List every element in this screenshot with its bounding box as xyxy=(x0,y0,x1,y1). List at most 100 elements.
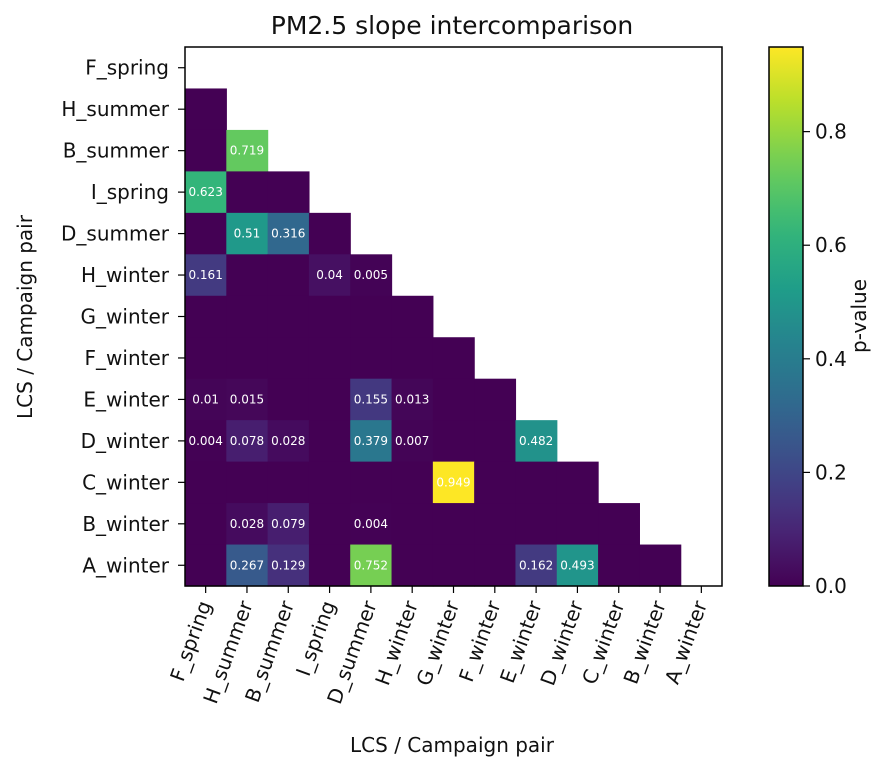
y-tick-label: B_winter xyxy=(82,512,169,536)
heatmap-cell xyxy=(308,503,351,546)
heatmap-cell xyxy=(391,503,434,546)
y-tick-label: H_winter xyxy=(81,263,170,287)
y-tick-label: E_winter xyxy=(83,387,169,411)
heatmap-cell-label: 0.079 xyxy=(271,517,305,531)
heatmap-cell xyxy=(515,503,558,546)
heatmap-cell xyxy=(185,503,227,546)
heatmap-cell xyxy=(350,254,393,297)
heatmap-cell xyxy=(350,503,393,546)
heatmap-cell-label: 0.752 xyxy=(354,558,388,572)
heatmap-cell-label: 0.004 xyxy=(354,517,388,531)
heatmap-cell xyxy=(267,378,310,421)
heatmap-cell xyxy=(308,295,351,338)
heatmap-cell xyxy=(350,461,393,504)
heatmap-cell xyxy=(308,212,351,255)
x-axis-label: LCS / Campaign pair xyxy=(350,733,555,757)
heatmap-cell xyxy=(308,461,351,504)
heatmap-cell xyxy=(391,461,434,504)
heatmap-cell xyxy=(432,544,475,587)
heatmap-cell xyxy=(474,420,517,463)
heatmap-cell-label: 0.155 xyxy=(354,392,388,406)
y-axis-ticks: F_spring H_summer B_summer I_spring D_summer… xyxy=(61,56,185,577)
y-tick-label: A_winter xyxy=(82,553,169,577)
heatmap-cell xyxy=(267,544,310,587)
heatmap-cell-label: 0.161 xyxy=(188,268,222,282)
heatmap-cell xyxy=(267,295,310,338)
heatmap-cell xyxy=(267,461,310,504)
heatmap-cell xyxy=(556,461,599,504)
heatmap-cell xyxy=(185,171,227,214)
heatmap-cell-label: 0.129 xyxy=(271,558,305,572)
heatmap-cell xyxy=(226,171,269,214)
heatmap-cell xyxy=(515,544,558,587)
colorbar-tick-label: 0.8 xyxy=(815,120,847,144)
y-axis-label: LCS / Campaign pair xyxy=(13,214,37,419)
colorbar-tick-label: 0.6 xyxy=(815,233,847,257)
colorbar-tick-label: 0.2 xyxy=(815,460,847,484)
heatmap-cell xyxy=(226,420,269,463)
heatmap-cell-label: 0.005 xyxy=(354,268,388,282)
heatmap-cell xyxy=(267,171,310,214)
heatmap-cell xyxy=(350,544,393,587)
heatmap-cell-label: 0.949 xyxy=(436,475,470,489)
heatmap-cell-label: 0.007 xyxy=(395,434,429,448)
heatmap-cell xyxy=(391,337,434,380)
heatmap-cell xyxy=(515,461,558,504)
heatmap-cell xyxy=(598,503,640,546)
colorbar-tick-label: 0.4 xyxy=(815,347,847,371)
heatmap-cell xyxy=(432,337,475,380)
heatmap-cell-label: 0.013 xyxy=(395,392,429,406)
heatmap-cell xyxy=(391,544,434,587)
heatmap-cell xyxy=(474,503,517,546)
x-axis-ticks: F_springH_summerB_summerI_springD_summer… xyxy=(165,586,712,707)
heatmap-cell-label: 0.004 xyxy=(188,434,222,448)
y-tick-label: F_spring xyxy=(85,56,169,80)
heatmap-cell xyxy=(267,254,310,297)
heatmap-cell-label: 0.51 xyxy=(234,227,261,241)
heatmap-cell-label: 0.623 xyxy=(188,185,222,199)
heatmap-cell xyxy=(226,544,269,587)
y-tick-label: H_summer xyxy=(61,97,169,121)
y-tick-label: C_winter xyxy=(82,470,170,494)
heatmap-cell xyxy=(267,212,310,255)
heatmap-cell xyxy=(185,212,227,255)
heatmap-cell-label: 0.493 xyxy=(560,558,594,572)
y-tick-label: I_spring xyxy=(91,180,169,204)
heatmap-cell-label: 0.04 xyxy=(316,268,343,282)
heatmap-cell xyxy=(432,420,475,463)
heatmap-cell xyxy=(308,544,351,587)
heatmap-cell-label: 0.719 xyxy=(230,144,264,158)
heatmap-cell xyxy=(226,254,269,297)
heatmap-cell xyxy=(308,337,351,380)
heatmap-cell xyxy=(639,544,682,587)
heatmap-cell xyxy=(556,544,599,587)
heatmap-cell xyxy=(350,420,393,463)
heatmap-cell xyxy=(350,378,393,421)
heatmap-cell xyxy=(432,461,475,504)
heatmap-cell xyxy=(226,337,269,380)
colorbar-ticks: 0.0 0.2 0.4 0.6 0.8 xyxy=(803,120,847,598)
heatmap-cell-labels: 0.719 0.623 0.51 0.316 0.161 0.04 0.005 0.01 0.0… xyxy=(188,144,594,573)
heatmap-cell xyxy=(267,503,310,546)
heatmap-cell xyxy=(556,503,599,546)
heatmap-cell-label: 0.01 xyxy=(192,392,219,406)
heatmap-cell xyxy=(185,461,227,504)
heatmap-cell xyxy=(308,378,351,421)
heatmap-cell xyxy=(185,420,227,463)
heatmap-cell xyxy=(226,461,269,504)
heatmap-cell xyxy=(391,378,434,421)
heatmap-cell-label: 0.015 xyxy=(230,392,264,406)
heatmap-cell xyxy=(598,544,640,587)
heatmap-cell xyxy=(515,420,558,463)
heatmap-cell xyxy=(350,295,393,338)
colorbar xyxy=(768,46,804,587)
heatmap-cell xyxy=(474,461,517,504)
heatmap-cell xyxy=(185,337,227,380)
heatmap-cell xyxy=(185,254,227,297)
heatmap-cell-label: 0.028 xyxy=(271,434,305,448)
colorbar-label: p-value xyxy=(847,279,871,353)
y-tick-label: G_winter xyxy=(81,305,170,329)
heatmap-cell-label: 0.379 xyxy=(354,434,388,448)
heatmap-cell-label: 0.267 xyxy=(230,558,264,572)
